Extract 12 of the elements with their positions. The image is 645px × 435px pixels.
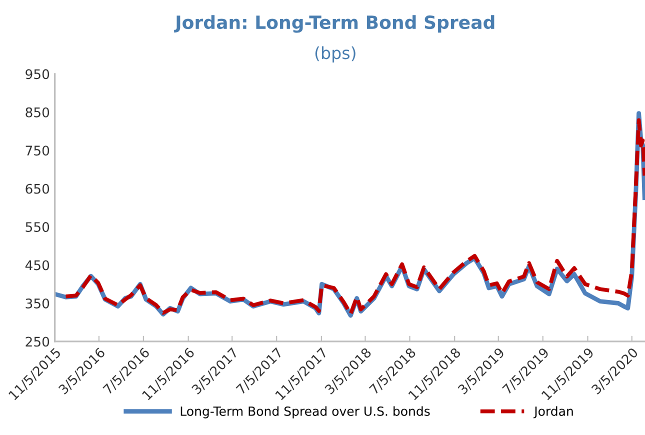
y-tick-label: 350: [26, 298, 50, 308]
y-tick-label: 650: [26, 184, 50, 194]
y-tick-label: 950: [26, 69, 50, 80]
y-tick-label: 250: [26, 336, 50, 347]
chart-subtitle: (bps): [315, 46, 356, 62]
chart-title: Jordan: Long-Term Bond Spread: [174, 15, 494, 33]
y-tick-label: 550: [26, 222, 50, 232]
legend-label: Jordan: [534, 406, 573, 418]
legend-label: Long-Term Bond Spread over U.S. bonds: [180, 406, 430, 418]
y-tick-label: 850: [26, 107, 50, 118]
y-tick-label: 750: [26, 146, 50, 156]
y-tick-label: 450: [25, 260, 50, 270]
